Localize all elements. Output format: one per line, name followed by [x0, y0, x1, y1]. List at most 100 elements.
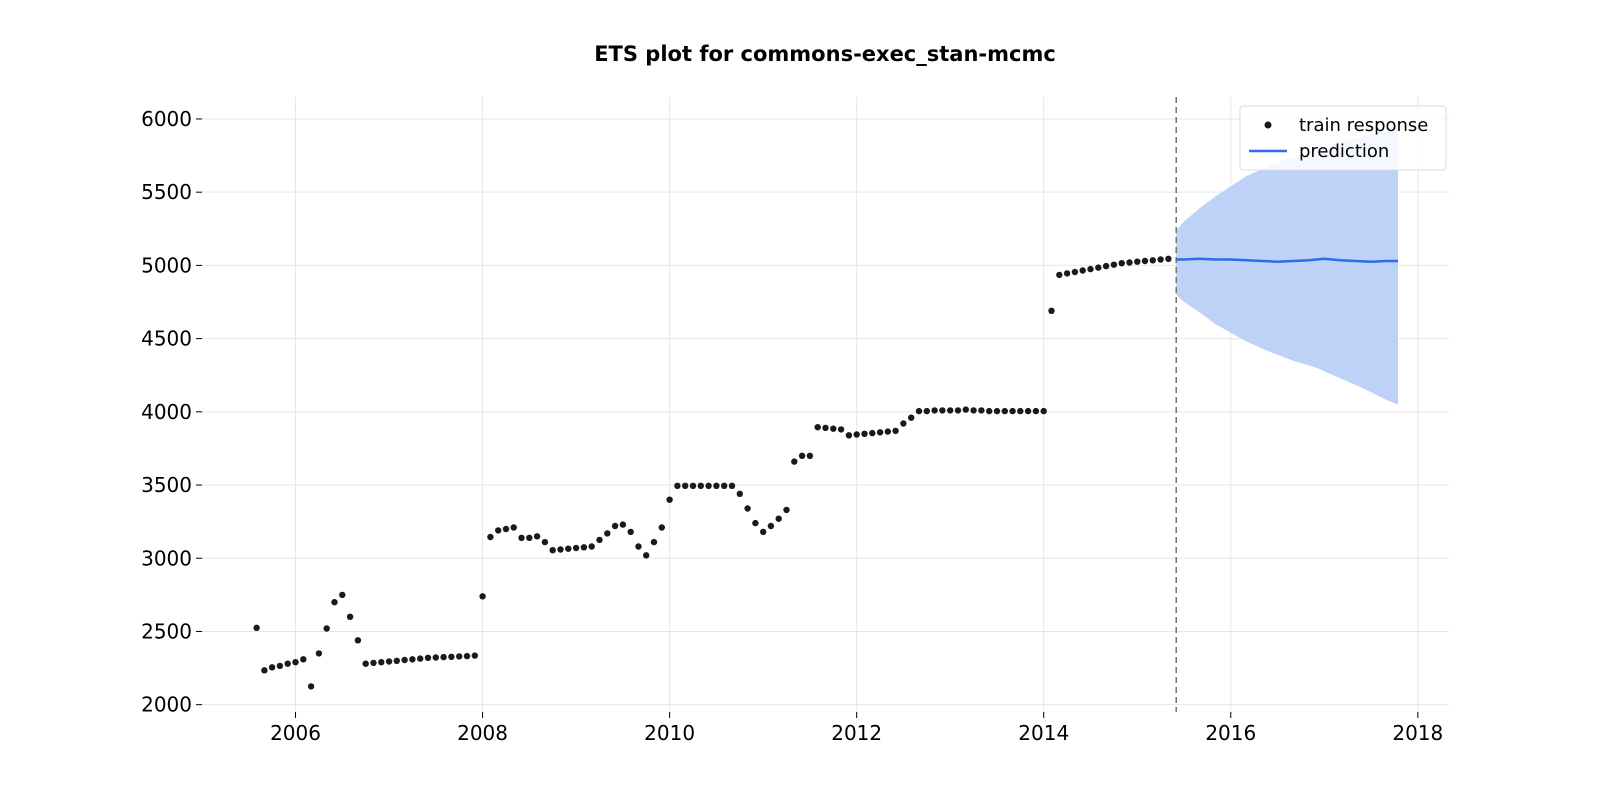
axes: 2000 2500 3000 3500 4000 4500 5000 5500 6000 2006… [141, 107, 1443, 745]
chart-title: ETS plot for commons-exec_stan-mcmc [594, 42, 1056, 66]
train-response-point [837, 426, 845, 433]
prediction-interval-band [1176, 127, 1398, 405]
train-response-point [440, 653, 447, 661]
train-response-point [565, 545, 572, 552]
x-tick-label: 2010 [644, 721, 695, 745]
train-response-point [354, 637, 362, 644]
x-tick-label: 2006 [270, 721, 321, 745]
train-response-point [915, 407, 923, 415]
train-response-point [502, 525, 510, 533]
grid [202, 97, 1449, 712]
train-response-point [993, 407, 1001, 415]
train-response-point [549, 547, 556, 554]
train-response-point [315, 650, 323, 657]
train-response-point [791, 458, 798, 465]
train-response-point [783, 506, 790, 514]
x-tick-label: 2008 [457, 721, 508, 745]
train-response-point [1063, 270, 1071, 277]
train-response-point [697, 482, 704, 489]
train-response-point [876, 429, 884, 436]
x-tick-label: 2014 [1018, 721, 1069, 745]
train-response-point [541, 538, 549, 546]
train-response-point [627, 528, 634, 536]
train-response-point [307, 683, 315, 690]
legend: train response prediction [1239, 105, 1447, 171]
train-response-point [378, 659, 385, 666]
train-response-point [596, 536, 603, 544]
train-response-point [346, 613, 354, 620]
train-response-point [1126, 259, 1133, 266]
train-response-point [401, 656, 408, 664]
train-response-point [1009, 407, 1016, 415]
train-response-point [1165, 255, 1172, 262]
train-response-point [261, 667, 268, 674]
train-response-point [923, 407, 930, 415]
train-response-point [1048, 307, 1055, 314]
train-response-point [276, 662, 284, 670]
legend-label-train-response: train response [1299, 115, 1428, 136]
legend-label-prediction: prediction [1299, 141, 1389, 162]
train-response-point [518, 534, 525, 541]
train-response-point [510, 524, 517, 531]
train-response-point [448, 653, 455, 660]
train-response-point [939, 407, 946, 414]
train-response-point [323, 625, 330, 632]
train-response-point [736, 490, 743, 497]
x-tick-label: 2012 [831, 721, 882, 745]
train-response-point [588, 543, 595, 550]
train-response-point [1071, 268, 1079, 276]
train-response-point [845, 432, 853, 439]
train-response-point [471, 652, 478, 659]
train-response-point [643, 552, 650, 559]
train-response-point [752, 519, 759, 527]
train-response-point [674, 482, 681, 489]
train-response-point [970, 407, 977, 414]
train-response-point [456, 653, 463, 660]
train-response-point [1102, 262, 1110, 270]
train-response-point [409, 656, 416, 663]
train-response-point [728, 482, 736, 489]
train-response-point [300, 656, 307, 663]
train-response-point [331, 599, 338, 606]
x-tick-label: 2016 [1205, 721, 1256, 745]
train-response-point [869, 429, 876, 437]
y-tick-label: 5500 [141, 180, 192, 204]
train-response-point [767, 522, 775, 530]
train-response-point [650, 538, 658, 546]
train-response-point [986, 407, 993, 415]
train-response-point [666, 496, 673, 503]
train-response-point [814, 424, 821, 431]
train-response-point [385, 658, 393, 665]
prediction-line [1176, 257, 1398, 263]
train-response-point [495, 527, 502, 534]
train-response-point [1149, 257, 1157, 264]
legend-marker-train-response [1264, 121, 1272, 129]
train-response-series [253, 255, 1172, 690]
train-response-point [339, 591, 346, 599]
train-response-point [1001, 407, 1008, 415]
train-response-point [611, 522, 619, 530]
train-response-point [1118, 260, 1125, 267]
train-response-point [526, 534, 533, 541]
prediction-series [1176, 257, 1398, 263]
y-tick-label: 6000 [141, 107, 192, 131]
train-response-point [682, 482, 689, 489]
train-response-point [619, 521, 627, 528]
train-response-point [1157, 256, 1164, 263]
train-response-point [268, 664, 276, 671]
train-response-point [580, 544, 588, 551]
train-response-point [884, 428, 891, 435]
train-response-point [362, 660, 369, 667]
y-tick-label: 4000 [141, 400, 192, 424]
train-response-point [978, 407, 985, 414]
train-response-point [900, 420, 907, 427]
train-response-point [853, 431, 860, 438]
train-response-point [1110, 261, 1118, 268]
train-response-point [292, 659, 299, 666]
legend-box [1239, 105, 1447, 171]
train-response-point [393, 657, 400, 664]
train-response-point [721, 482, 728, 489]
train-response-point [1040, 407, 1047, 415]
train-response-point [463, 652, 471, 660]
